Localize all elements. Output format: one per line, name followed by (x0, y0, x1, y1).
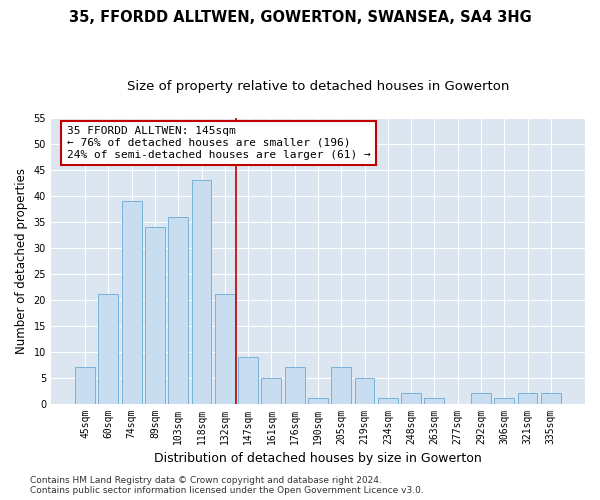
Bar (169, 216, 188, 404)
Bar (401, 393, 421, 404)
Bar (215, 294, 235, 404)
Bar (238, 357, 258, 404)
Bar (98, 294, 118, 404)
Text: 35, FFORDD ALLTWEN, GOWERTON, SWANSEA, SA4 3HG: 35, FFORDD ALLTWEN, GOWERTON, SWANSEA, S… (68, 10, 532, 25)
Bar (355, 378, 374, 404)
Bar (122, 201, 142, 404)
Bar (262, 378, 281, 404)
Bar (75, 367, 95, 404)
Bar (331, 367, 351, 404)
Bar (145, 227, 165, 404)
Bar (378, 398, 398, 404)
Text: 35 FFORDD ALLTWEN: 145sqm
← 76% of detached houses are smaller (196)
24% of semi: 35 FFORDD ALLTWEN: 145sqm ← 76% of detac… (67, 126, 371, 160)
Bar (471, 393, 491, 404)
Bar (424, 398, 444, 404)
Bar (541, 393, 561, 404)
Bar (494, 398, 514, 404)
Text: Contains HM Land Registry data © Crown copyright and database right 2024.
Contai: Contains HM Land Registry data © Crown c… (30, 476, 424, 495)
X-axis label: Distribution of detached houses by size in Gowerton: Distribution of detached houses by size … (154, 452, 482, 465)
Title: Size of property relative to detached houses in Gowerton: Size of property relative to detached ho… (127, 80, 509, 93)
Bar (191, 180, 211, 404)
Bar (518, 393, 538, 404)
Bar (308, 398, 328, 404)
Y-axis label: Number of detached properties: Number of detached properties (15, 168, 28, 354)
Bar (285, 367, 305, 404)
